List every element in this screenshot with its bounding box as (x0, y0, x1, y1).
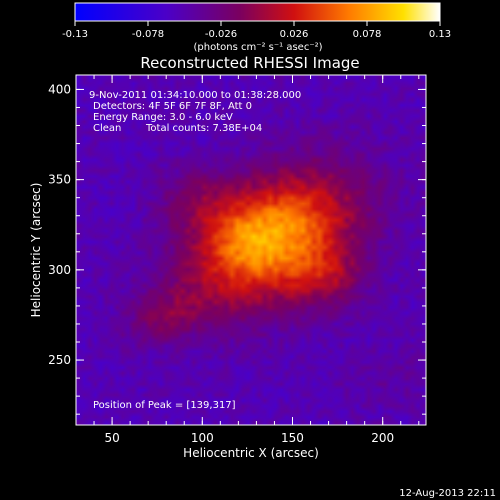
heatmap-image (76, 75, 426, 425)
x-axis-label: Heliocentric X (arcsec) (183, 446, 319, 460)
x-tick-label: 150 (281, 431, 304, 445)
colorbar-tick-label: 0.026 (280, 29, 309, 40)
y-tick-label: 400 (48, 82, 71, 96)
y-axis-label: Heliocentric Y (arcsec) (29, 183, 43, 318)
x-tick-label: 100 (191, 431, 214, 445)
annotation-energy: Energy Range: 3.0 - 6.0 keV (93, 112, 233, 123)
annotation-time-range: 9-Nov-2011 01:34:10.000 to 01:38:28.000 (89, 90, 301, 101)
footer-date: 12-Aug-2013 22:11 (399, 488, 496, 499)
x-axis-ticks: 50 100 150 200 (93, 75, 420, 445)
colorbar-units: (photons cm⁻² s⁻¹ asec⁻²) (193, 42, 322, 53)
colorbar-tick-label: -0.13 (62, 29, 88, 40)
plot-frame (75, 74, 427, 426)
annotation-clean: Clean (93, 123, 121, 134)
y-tick-label: 250 (48, 353, 71, 367)
annotation-detectors: Detectors: 4F 5F 6F 7F 8F, Att 0 (93, 101, 252, 112)
annotation-total-counts: Total counts: 7.38E+04 (145, 123, 262, 134)
annotations: 9-Nov-2011 01:34:10.000 to 01:38:28.000 … (89, 90, 301, 411)
x-tick-label: 200 (371, 431, 394, 445)
x-tick-label: 50 (104, 431, 119, 445)
y-tick-label: 350 (48, 173, 71, 187)
colorbar-ticks: -0.13 -0.078 -0.026 0.026 0.078 0.13 (62, 21, 451, 40)
colorbar: -0.13 -0.078 -0.026 0.026 0.078 0.13 (photons… (62, 2, 451, 53)
colorbar-tick-label: -0.078 (132, 29, 164, 40)
colorbar-tick-label: 0.078 (353, 29, 382, 40)
annotation-peak: Position of Peak = [139,317] (93, 400, 236, 411)
colorbar-gradient (74, 2, 441, 22)
plot-area: 50 100 150 200 250 300 350 400 (48, 74, 427, 445)
y-tick-label: 300 (48, 263, 71, 277)
y-axis-ticks: 250 300 350 400 (48, 82, 426, 415)
colorbar-tick-label: 0.13 (429, 29, 451, 40)
chart-title: Reconstructed RHESSI Image (140, 54, 359, 72)
colorbar-tick-label: -0.026 (205, 29, 237, 40)
